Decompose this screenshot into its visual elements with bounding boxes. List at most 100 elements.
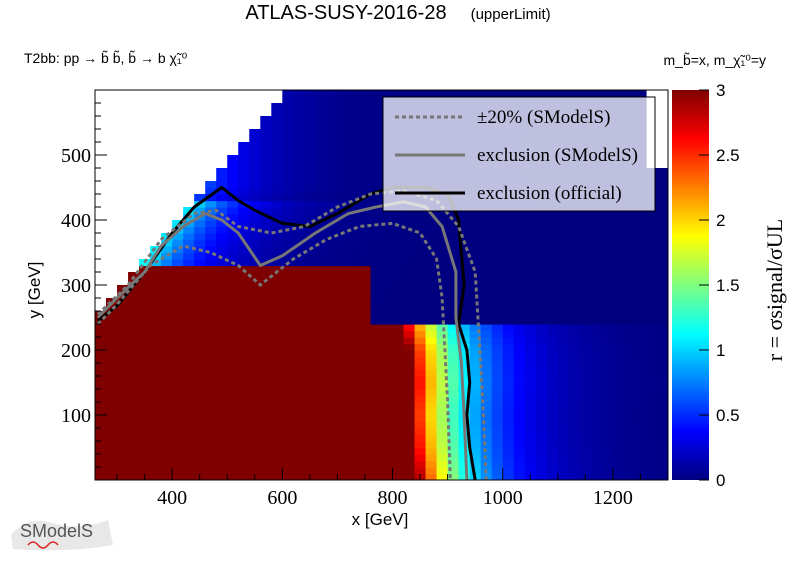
heatmap-cell xyxy=(381,447,394,455)
heatmap-cell xyxy=(161,278,173,286)
heatmap-cell xyxy=(161,415,173,423)
heatmap-cell xyxy=(645,402,658,410)
heatmap-cell xyxy=(480,259,493,267)
heatmap-cell xyxy=(348,441,361,449)
heatmap-cell xyxy=(656,181,668,189)
heatmap-cell xyxy=(469,252,482,260)
heatmap-cell xyxy=(337,337,350,345)
heatmap-cell xyxy=(612,265,625,273)
heatmap-cell xyxy=(568,239,581,247)
heatmap-cell xyxy=(579,395,592,403)
heatmap-cell xyxy=(370,382,383,390)
heatmap-cell xyxy=(535,278,548,286)
heatmap-cell xyxy=(304,415,316,423)
heatmap-cell xyxy=(425,324,438,332)
heatmap-cell xyxy=(161,337,173,345)
heatmap-cell xyxy=(601,298,614,306)
heatmap-cell xyxy=(348,116,361,124)
heatmap-cell xyxy=(95,434,107,442)
heatmap-cell xyxy=(227,337,239,345)
heatmap-cell xyxy=(359,330,372,338)
heatmap-cell xyxy=(392,395,405,403)
heatmap-cell xyxy=(535,317,548,325)
heatmap-cell xyxy=(282,376,294,384)
heatmap-cell xyxy=(315,415,328,423)
heatmap-cell xyxy=(513,454,526,462)
heatmap-cell xyxy=(315,148,328,156)
heatmap-cell xyxy=(513,350,526,358)
heatmap-cell xyxy=(579,363,592,371)
colorbar-tick-label: 1 xyxy=(716,341,725,360)
heatmap-cell xyxy=(568,272,581,280)
heatmap-cell xyxy=(601,304,614,312)
heatmap-cell xyxy=(590,428,603,436)
heatmap-cell xyxy=(128,415,140,423)
heatmap-cell xyxy=(249,220,261,228)
heatmap-cell xyxy=(491,369,504,377)
heatmap-cell xyxy=(381,233,394,241)
heatmap-cell xyxy=(326,376,339,384)
heatmap-cell xyxy=(161,395,173,403)
heatmap-cell xyxy=(183,454,195,462)
heatmap-cell xyxy=(513,434,526,442)
heatmap-cell xyxy=(546,330,559,338)
heatmap-cell xyxy=(392,317,405,325)
heatmap-cell xyxy=(436,454,449,462)
heatmap-cell xyxy=(304,278,316,286)
heatmap-cell xyxy=(95,421,107,429)
heatmap-cell xyxy=(216,382,228,390)
heatmap-cell xyxy=(293,272,305,280)
heatmap-cell xyxy=(590,324,603,332)
heatmap-cell xyxy=(359,356,372,364)
heatmap-cell xyxy=(238,168,250,176)
heatmap-cell xyxy=(238,363,250,371)
heatmap-cell xyxy=(403,337,416,345)
heatmap-cell xyxy=(546,356,559,364)
heatmap-cell xyxy=(293,402,305,410)
heatmap-cell xyxy=(216,454,228,462)
heatmap-cell xyxy=(348,343,361,351)
heatmap-cell xyxy=(304,389,316,397)
colorbar-axis: 00.511.522.53 xyxy=(699,81,740,490)
heatmap-cell xyxy=(172,233,184,241)
heatmap-cell xyxy=(326,382,339,390)
heatmap-cell xyxy=(249,265,261,273)
heatmap-cell xyxy=(623,272,636,280)
heatmap-cell xyxy=(491,356,504,364)
heatmap-cell xyxy=(227,304,239,312)
heatmap-cell xyxy=(392,252,405,260)
heatmap-cell xyxy=(326,317,339,325)
heatmap-cell xyxy=(315,324,328,332)
heatmap-cell xyxy=(645,285,658,293)
heatmap-cell xyxy=(271,356,283,364)
heatmap-cell xyxy=(183,259,195,267)
heatmap-cell xyxy=(403,285,416,293)
heatmap-cell xyxy=(656,408,668,416)
heatmap-cell xyxy=(194,415,206,423)
heatmap-cell xyxy=(304,291,316,299)
heatmap-cell xyxy=(359,259,372,267)
heatmap-cell xyxy=(249,324,261,332)
heatmap-cell xyxy=(238,304,250,312)
heatmap-cell xyxy=(216,220,228,228)
heatmap-cell xyxy=(172,337,184,345)
heatmap-cell xyxy=(238,382,250,390)
heatmap-cell xyxy=(557,428,570,436)
heatmap-cell xyxy=(348,246,361,254)
heatmap-cell xyxy=(601,421,614,429)
heatmap-cell xyxy=(216,213,228,221)
heatmap-cell xyxy=(326,285,339,293)
heatmap-cell xyxy=(161,389,173,397)
heatmap-cell xyxy=(623,447,636,455)
heatmap-cell xyxy=(502,272,515,280)
heatmap-cell xyxy=(656,220,668,228)
heatmap-cell xyxy=(227,265,239,273)
heatmap-cell xyxy=(260,428,272,436)
heatmap-cell xyxy=(403,304,416,312)
heatmap-cell xyxy=(381,408,394,416)
heatmap-cell xyxy=(249,174,261,182)
heatmap-cell xyxy=(326,226,339,234)
heatmap-cell xyxy=(568,473,581,480)
heatmap-cell xyxy=(645,363,658,371)
heatmap-cell xyxy=(458,304,471,312)
